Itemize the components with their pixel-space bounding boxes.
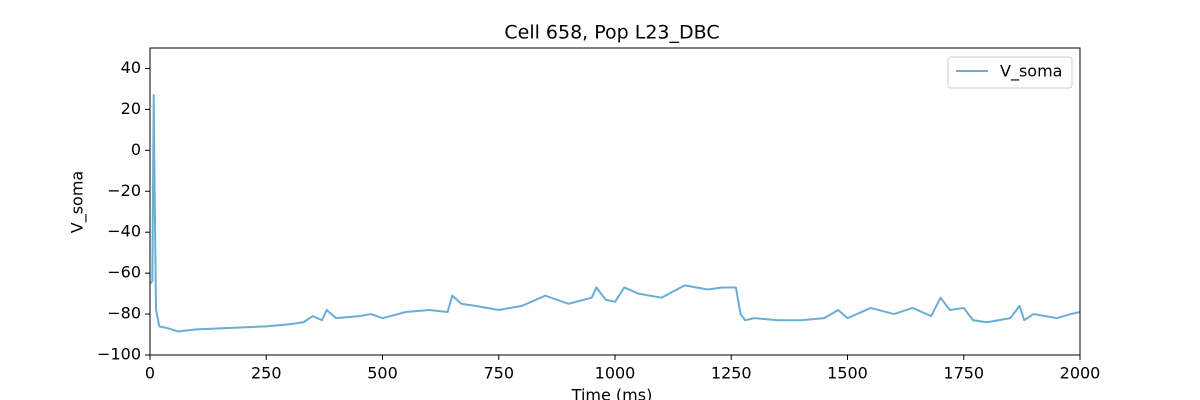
- y-tick-label: 0: [131, 140, 141, 159]
- data-line: [149, 94, 1081, 333]
- x-tick-label: 1250: [711, 364, 752, 383]
- y-tick-label: −80: [107, 304, 141, 323]
- y-axis-label: V_soma: [68, 171, 88, 233]
- x-axis-label: Time (ms): [571, 386, 653, 400]
- x-tick-label: 2000: [1060, 364, 1101, 383]
- x-tick-label: 1000: [595, 364, 636, 383]
- y-tick-label: −60: [107, 263, 141, 282]
- legend-label: V_soma: [1000, 62, 1062, 82]
- y-tick-label: 20: [121, 99, 141, 118]
- y-tick-label: −20: [107, 181, 141, 200]
- x-tick-label: 1750: [943, 364, 984, 383]
- chart-title: Cell 658, Pop L23_DBC: [504, 22, 719, 44]
- x-tick-label: 1500: [827, 364, 868, 383]
- x-tick-label: 500: [367, 364, 398, 383]
- axes-frame: [149, 47, 1081, 356]
- y-tick-label: 40: [121, 58, 141, 77]
- y-tick-label: −100: [97, 345, 141, 364]
- legend-box: [947, 56, 1073, 89]
- y-tick-label: −40: [107, 222, 141, 241]
- x-tick-label: 0: [145, 364, 155, 383]
- x-tick-label: 750: [483, 364, 514, 383]
- x-tick-label: 250: [251, 364, 282, 383]
